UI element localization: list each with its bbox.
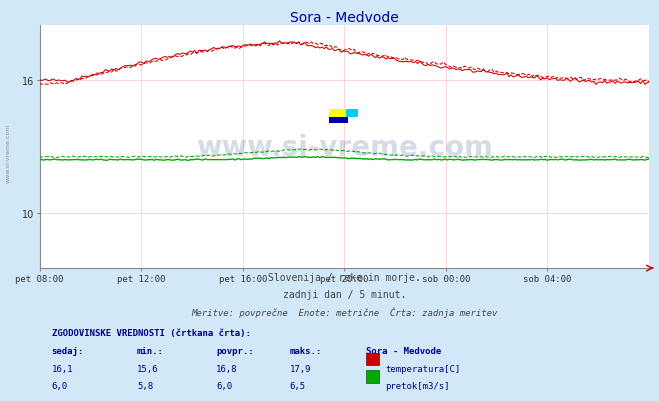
Text: sedaj:: sedaj: <box>51 346 84 355</box>
Text: TRENUTNE VREDNOSTI (polna črta):: TRENUTNE VREDNOSTI (polna črta): <box>51 400 224 401</box>
Text: 6,0: 6,0 <box>51 381 68 390</box>
Text: min.:: min.: <box>137 346 164 355</box>
Text: 15,6: 15,6 <box>137 364 159 373</box>
Text: 6,5: 6,5 <box>289 381 306 390</box>
Text: povpr.:: povpr.: <box>216 346 254 355</box>
Text: Sora - Medvode: Sora - Medvode <box>366 346 441 355</box>
Text: zadnji dan / 5 minut.: zadnji dan / 5 minut. <box>283 290 406 299</box>
Bar <box>366 370 379 383</box>
Text: Meritve: povprečne  Enote: metrične  Črta: zadnja meritev: Meritve: povprečne Enote: metrične Črta:… <box>191 306 498 317</box>
Bar <box>329 118 348 124</box>
Text: Slovenija / reke in morje.: Slovenija / reke in morje. <box>268 272 420 282</box>
Text: 6,0: 6,0 <box>216 381 233 390</box>
Text: 16,1: 16,1 <box>51 364 73 373</box>
Title: Sora - Medvode: Sora - Medvode <box>290 11 399 25</box>
Bar <box>366 352 379 365</box>
Bar <box>329 109 346 118</box>
Text: temperatura[C]: temperatura[C] <box>385 364 461 373</box>
Text: maks.:: maks.: <box>289 346 322 355</box>
Text: www.si-vreme.com: www.si-vreme.com <box>196 133 493 161</box>
Bar <box>346 109 358 118</box>
Text: www.si-vreme.com: www.si-vreme.com <box>5 123 11 182</box>
Text: 16,8: 16,8 <box>216 364 238 373</box>
Text: pretok[m3/s]: pretok[m3/s] <box>385 381 449 390</box>
Text: 5,8: 5,8 <box>137 381 153 390</box>
Text: ZGODOVINSKE VREDNOSTI (črtkana črta):: ZGODOVINSKE VREDNOSTI (črtkana črta): <box>51 328 250 338</box>
Text: 17,9: 17,9 <box>289 364 311 373</box>
